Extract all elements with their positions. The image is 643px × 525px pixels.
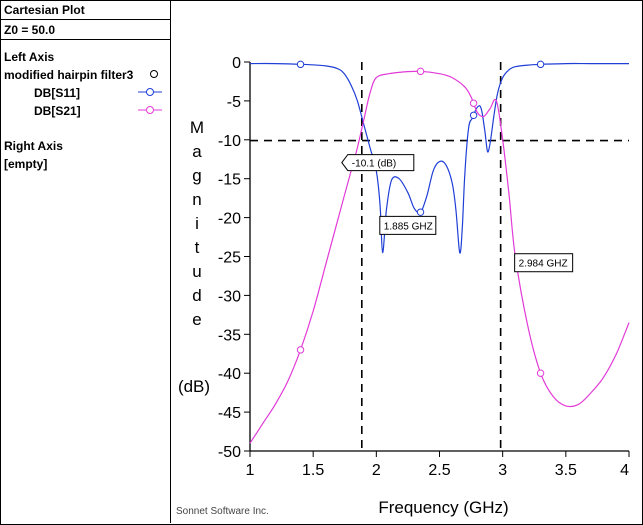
y-tick-label: -45: [218, 405, 241, 422]
y-axis-label-letter: M: [190, 118, 204, 137]
legend-panel: Cartesian Plot Z0 = 50.0 Left Axis modif…: [0, 0, 171, 523]
f2-callout-box: [514, 253, 574, 273]
y-tick-label: -40: [218, 366, 241, 383]
project-name: modified hairpin filter3: [4, 68, 134, 82]
series-marker-db-s21-: [296, 346, 305, 354]
series-line-db-s11-[interactable]: [249, 62, 629, 254]
x-tick-label: 2: [372, 462, 381, 479]
right-axis-section: Right Axis [empty]: [0, 123, 170, 176]
f2-marker-callout[interactable]: 2.984 GHZ: [514, 253, 574, 273]
reference-impedance: Z0 = 50.0: [0, 20, 170, 40]
y-tick-label: -15: [218, 172, 241, 189]
y-axis-label-letter: i: [195, 214, 199, 233]
legend-label-s21: DB[S21]: [34, 104, 81, 118]
plot-type-title: Cartesian Plot: [0, 0, 170, 20]
y-tick-label: -30: [218, 288, 241, 305]
right-axis-heading: Right Axis: [4, 139, 63, 153]
level-callout-text: -10.1 (dB): [352, 159, 396, 170]
y-axis-unit: (dB): [178, 377, 210, 396]
right-axis-value: [empty]: [4, 157, 48, 171]
s21-line-marker-icon: [138, 106, 162, 114]
reference-lines: [250, 62, 629, 451]
x-tick-label: 2.5: [428, 462, 450, 479]
f1-callout-text: 1.885 GHZ: [384, 221, 433, 232]
x-axis-label: Frequency (GHz): [378, 498, 508, 517]
y-axis-label-letter: u: [192, 262, 201, 281]
y-tick-label: -20: [218, 211, 241, 228]
ticks: 0 -5 -10 -15 -20 -25 -30 -35 -40 -45 -50 1 1.5 2 2.5 3 3…: [218, 55, 630, 479]
series-marker-db-s21-: [536, 369, 545, 377]
y-axis-label-letter: d: [192, 286, 201, 305]
marker-labels: -10.1 (dB) 1.885 GHZ 2.984 GHZ: [341, 154, 574, 273]
chart-area[interactable]: 0 -5 -10 -15 -20 -25 -30 -35 -40 -45 -50 1 1.5 2 2.5 3 3…: [172, 0, 641, 523]
y-axis-label-letter: e: [192, 310, 201, 329]
series-marker-db-s21-: [416, 67, 425, 76]
series: [249, 60, 630, 444]
series-marker-db-s21-: [469, 99, 478, 107]
left-axis-heading: Left Axis: [4, 50, 55, 64]
left-axis-section: Left Axis modified hairpin filter3 DB[S1…: [0, 40, 170, 123]
y-axis-label-letter: g: [192, 166, 201, 185]
series-line-db-s21-[interactable]: [249, 70, 630, 444]
x-tick-label: 3.5: [555, 462, 577, 479]
series-marker-db-s11-: [416, 208, 425, 216]
legend-label-s11: DB[S11]: [34, 86, 81, 100]
level-marker-callout[interactable]: -10.1 (dB): [341, 154, 415, 172]
y-tick-label: -10: [218, 133, 241, 150]
series-marker-db-s11-: [469, 111, 478, 119]
y-tick-label: -5: [227, 94, 241, 111]
legend-entry-s21[interactable]: DB[S21]: [4, 102, 170, 120]
legend-entry-s11[interactable]: DB[S11]: [4, 84, 170, 102]
y-axis-label-letter: a: [192, 142, 202, 161]
x-tick-label: 4: [620, 462, 629, 479]
x-tick-label: 1.5: [302, 462, 324, 479]
x-tick-label: 1: [246, 462, 255, 479]
y-tick-label: 0: [232, 55, 241, 72]
f1-marker-callout[interactable]: 1.885 GHZ: [379, 215, 437, 235]
x-tick-label: 3: [498, 462, 507, 479]
s11-line-marker-icon: [138, 88, 162, 96]
y-tick-label: -25: [218, 250, 241, 267]
y-axis-label-letter: n: [192, 190, 201, 209]
series-marker-db-s11-: [536, 60, 545, 69]
series-marker-db-s11-: [296, 60, 305, 69]
f1-callout-box: [379, 215, 437, 235]
credit-text: Sonnet Software Inc.: [176, 506, 269, 517]
project-circle-icon: [150, 70, 158, 78]
y-tick-label: -50: [218, 444, 241, 461]
y-tick-label: -35: [218, 327, 241, 344]
y-axis-label-letter: t: [195, 238, 200, 257]
project-entry[interactable]: modified hairpin filter3: [4, 66, 170, 84]
level-callout-box: [341, 154, 415, 172]
f2-callout-text: 2.984 GHZ: [519, 259, 568, 270]
